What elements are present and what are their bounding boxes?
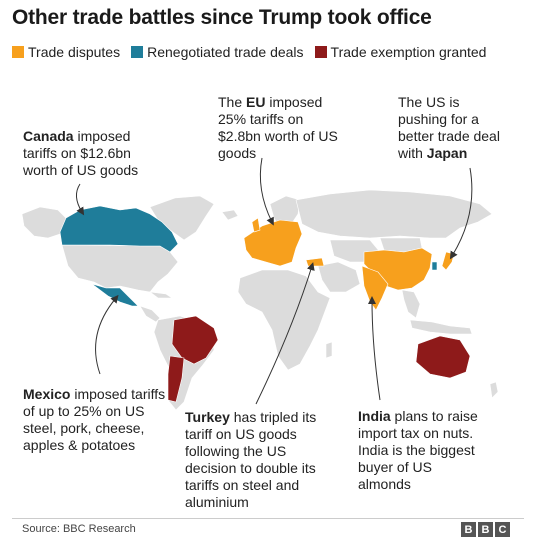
- turkey-text: has tripled its tariff on US goods follo…: [185, 409, 317, 510]
- indonesia-shape: [409, 319, 473, 335]
- russia-shape: [295, 189, 493, 239]
- legend-label: Trade exemption granted: [330, 44, 487, 60]
- canada-bold: Canada: [23, 128, 74, 144]
- eu-shape: [243, 219, 303, 267]
- bbc-logo: B B C: [461, 522, 510, 537]
- usa-shape: [61, 244, 179, 293]
- africa-shape: [237, 269, 331, 371]
- leader-eu: [259, 157, 274, 226]
- legend-label: Trade disputes: [28, 44, 121, 60]
- india-bold: India: [358, 408, 391, 424]
- iceland-shape: [221, 209, 239, 221]
- annotation-india: India plans to raise import tax on nuts.…: [358, 408, 478, 493]
- annotation-mexico: Mexico imposed tariffs of up to 25% on U…: [23, 386, 173, 454]
- alaska-shape: [21, 206, 67, 239]
- madagascar-shape: [325, 341, 333, 359]
- japan-bold: Japan: [426, 145, 468, 161]
- cuba-shape: [148, 291, 173, 299]
- uk-shape: [251, 217, 261, 233]
- legend-swatch-orange: [12, 46, 24, 58]
- middle-east-shape: [317, 261, 361, 293]
- turkey-shape: [305, 257, 325, 267]
- legend-item-exemption: Trade exemption granted: [314, 44, 487, 60]
- legend: Trade disputes Renegotiated trade deals …: [12, 44, 497, 60]
- brazil-shape: [171, 315, 219, 365]
- annotation-eu: The EU imposed 25% tariffs on $2.8bn wor…: [218, 94, 338, 162]
- india-text: plans to raise import tax on nuts. India…: [358, 408, 478, 492]
- chart-title: Other trade battles since Trump took off…: [12, 6, 432, 29]
- legend-item-trade-disputes: Trade disputes: [12, 44, 120, 60]
- leader-japan: [449, 167, 473, 260]
- canada-shape: [59, 205, 179, 253]
- bbc-letter: C: [495, 522, 510, 537]
- leader-mexico: [95, 294, 119, 375]
- australia-shape: [415, 335, 471, 379]
- source-text: Source: BBC Research: [22, 523, 136, 535]
- legend-label: Renegotiated trade deals: [147, 44, 304, 60]
- legend-swatch-teal: [131, 46, 144, 58]
- eu-text: imposed 25% tariffs on $2.8bn worth of U…: [218, 94, 338, 161]
- annotation-japan: The US is pushing for a better trade dea…: [398, 94, 508, 162]
- eu-pre: The: [218, 94, 247, 110]
- leader-turkey: [255, 262, 315, 405]
- annotation-turkey: Turkey has tripled its tariff on US good…: [185, 409, 335, 511]
- canada-text: imposed tariffs on $12.6bn worth of US g…: [23, 128, 139, 178]
- new-zealand-shape: [489, 381, 499, 399]
- japan-text: The US is pushing for a better trade dea…: [398, 94, 500, 161]
- argentina-shape: [167, 355, 185, 403]
- turkey-bold: Turkey: [185, 409, 230, 425]
- bbc-letter: B: [461, 522, 476, 537]
- eu-bold: EU: [246, 94, 266, 110]
- leader-canada: [76, 183, 85, 216]
- bbc-letter: B: [478, 522, 493, 537]
- south-korea-shape: [431, 261, 438, 271]
- annotation-canada: Canada imposed tariffs on $12.6bn worth …: [23, 128, 163, 179]
- leader-india: [368, 296, 381, 401]
- central-america-shape: [139, 305, 161, 323]
- footer-divider: [12, 518, 524, 519]
- mexico-bold: Mexico: [23, 386, 71, 402]
- japan-shape: [441, 251, 455, 271]
- scandinavia-shape: [269, 195, 301, 229]
- india-shape: [361, 265, 389, 311]
- se-asia-shape: [401, 289, 421, 319]
- mexico-text: imposed tariffs of up to 25% on US steel…: [23, 386, 166, 453]
- legend-swatch-red: [314, 46, 327, 58]
- legend-item-renegotiated: Renegotiated trade deals: [131, 44, 304, 60]
